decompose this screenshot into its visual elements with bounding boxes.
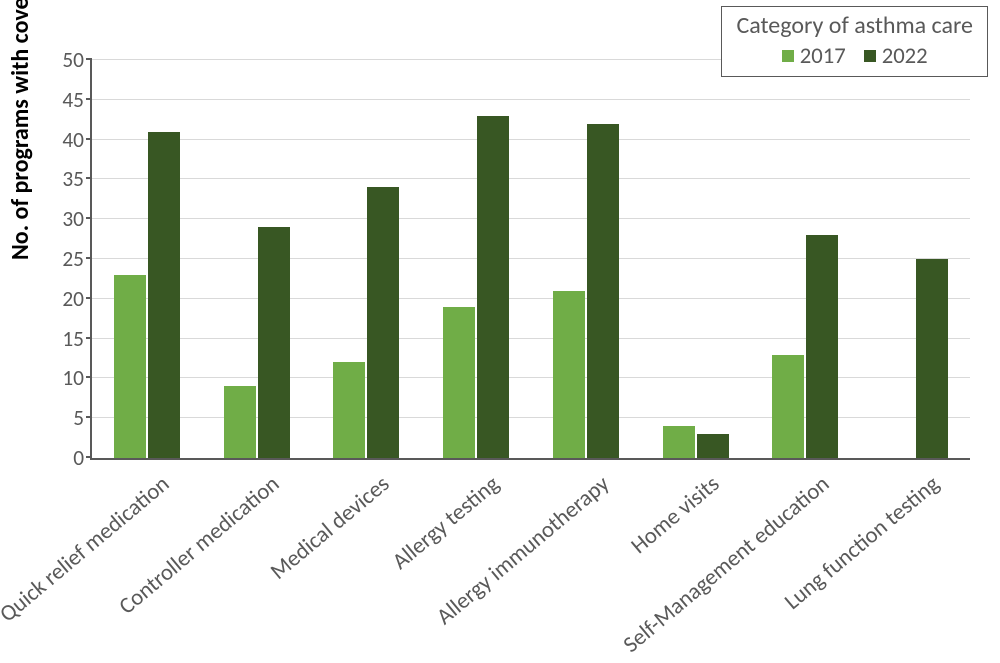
bar-2017 xyxy=(333,362,365,458)
bar-group xyxy=(312,60,422,458)
y-tick-label: 50 xyxy=(62,47,92,73)
bar-group xyxy=(92,60,202,458)
bar-group xyxy=(860,60,970,458)
bar-2022 xyxy=(148,132,180,458)
bar-2022 xyxy=(697,434,729,458)
x-category-label: Home visits xyxy=(625,470,725,560)
legend-swatch xyxy=(864,50,876,62)
bar-group xyxy=(421,60,531,458)
legend-label: 2022 xyxy=(882,42,928,70)
plot-area: 05101520253035404550 xyxy=(90,60,970,460)
y-axis-title: No. of programs with coverage xyxy=(6,0,35,260)
y-tick-label: 45 xyxy=(62,87,92,113)
bar-group xyxy=(531,60,641,458)
legend-title: Category of asthma care xyxy=(736,11,973,40)
y-tick-label: 35 xyxy=(62,166,92,192)
bar-2017 xyxy=(772,355,804,458)
bar-2017 xyxy=(443,307,475,458)
y-tick-label: 30 xyxy=(62,206,92,232)
bar-2022 xyxy=(258,227,290,458)
bar-2022 xyxy=(806,235,838,458)
bar-group xyxy=(202,60,312,458)
bar-2017 xyxy=(553,291,585,458)
bar-2022 xyxy=(916,259,948,458)
asthma-coverage-chart: No. of programs with coverage 0510152025… xyxy=(0,0,1000,663)
legend-label: 2017 xyxy=(800,42,846,70)
x-category-label: Medical devices xyxy=(265,470,395,586)
legend: Category of asthma care 2017 2022 xyxy=(721,6,988,77)
legend-item-2017: 2017 xyxy=(782,42,846,70)
y-tick-label: 20 xyxy=(62,286,92,312)
bar-group xyxy=(751,60,861,458)
bar-2017 xyxy=(114,275,146,458)
x-category-label: Allergy testing xyxy=(387,470,505,576)
bar-2022 xyxy=(367,187,399,458)
bar-2022 xyxy=(477,116,509,458)
bar-groups xyxy=(92,60,970,458)
bar-2017 xyxy=(224,386,256,458)
y-tick-label: 10 xyxy=(62,365,92,391)
legend-item-2022: 2022 xyxy=(864,42,928,70)
y-tick-label: 25 xyxy=(62,246,92,272)
y-tick-label: 5 xyxy=(73,405,92,431)
x-axis-labels: Quick relief medicationController medica… xyxy=(90,462,970,662)
y-tick-label: 40 xyxy=(62,127,92,153)
legend-items: 2017 2022 xyxy=(736,42,973,70)
bar-2022 xyxy=(587,124,619,458)
y-tick-label: 15 xyxy=(62,326,92,352)
x-category-label: Self-Management education xyxy=(618,470,835,659)
bar-group xyxy=(641,60,751,458)
legend-swatch xyxy=(782,50,794,62)
bar-2017 xyxy=(663,426,695,458)
